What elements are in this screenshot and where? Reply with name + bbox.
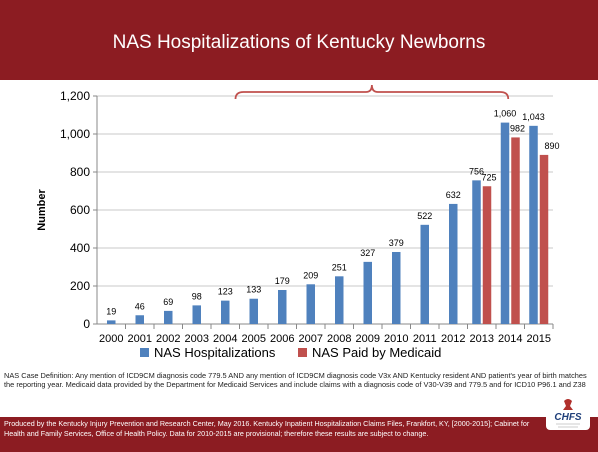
bar-nas-hospitalizations [221,300,230,324]
bar-nas-paid-by-medicaid [482,186,492,324]
data-label-nas-hospitalizations: 756 [469,166,484,176]
footer-bar [0,417,598,452]
data-label-nas-hospitalizations: 209 [303,270,318,280]
y-tick-label: 0 [83,317,90,331]
y-tick-label: 1,200 [60,89,90,103]
slide-title: NAS Hospitalizations of Kentucky Newborn… [112,32,486,53]
bar-nas-paid-by-medicaid [511,137,520,324]
data-label-nas-paid-by-medicaid: 982 [510,123,525,133]
x-tick-label: 2012 [441,333,465,345]
x-tick-label: 2003 [185,333,209,345]
x-tick-label: 2015 [527,333,551,345]
x-tick-label: 2004 [213,333,237,345]
chart-legend: NAS Hospitalizations NAS Paid by Medicaid [140,345,441,360]
bar-nas-hospitalizations [278,289,287,324]
logo-text: CHFS [554,412,582,423]
legend-swatch [298,348,307,357]
bar-nas-hospitalizations [449,203,458,324]
legend-swatch [140,348,149,357]
figures-icon [563,399,573,410]
y-tick-label: 400 [70,241,90,255]
legend-label: NAS Paid by Medicaid [312,345,441,360]
x-tick-label: 2001 [128,333,152,345]
x-tick-label: 2009 [356,333,380,345]
bar-nas-hospitalizations [500,122,510,324]
bar-nas-hospitalizations [249,298,258,324]
bar-nas-hospitalizations [135,315,144,324]
chart-labels: 19 46 69 98 123 133 179 209 251 327 379 522 632 75672… [106,109,559,317]
x-tick-label: 2010 [384,333,408,345]
y-tick-label: 200 [70,279,90,293]
x-tick-label: 2011 [413,333,437,345]
data-label-nas-hospitalizations: 379 [389,238,404,248]
data-label-nas-paid-by-medicaid: 890 [544,141,559,151]
data-label-nas-hospitalizations: 46 [135,301,145,311]
x-tick-label: 2013 [470,333,494,345]
y-axis-label: Number [36,189,48,231]
data-label-nas-hospitalizations: 179 [275,276,290,286]
bar-nas-hospitalizations [392,251,401,324]
x-tick-label: 2006 [270,333,294,345]
bar-nas-hospitalizations [472,180,481,324]
x-tick-label: 2002 [156,333,180,345]
x-tick-label: 2005 [242,333,266,345]
bar-nas-hospitalizations [529,125,538,324]
data-label-nas-hospitalizations: 1,043 [522,112,545,122]
data-label-nas-hospitalizations: 19 [106,306,116,316]
y-tick-label: 800 [70,165,90,179]
data-label-nas-hospitalizations: 1,060 [494,109,517,119]
title-bar [0,0,598,80]
footnote: NAS Case Definition: Any mention of ICD9… [4,371,587,390]
bar-nas-hospitalizations [107,320,116,324]
y-tick-label: 600 [70,203,90,217]
chfs-logo: CHFS [546,396,590,430]
data-label-nas-hospitalizations: 632 [446,190,461,200]
data-label-nas-hospitalizations: 133 [246,285,261,295]
bar-nas-hospitalizations [420,224,429,324]
chart: 0 200 400 600 800 1,000 1,200 Number 2000 2001 200… [36,84,560,360]
bar-nas-hospitalizations [363,261,372,324]
bar-nas-hospitalizations [192,305,201,324]
bar-nas-hospitalizations [164,310,173,324]
bracket-annotation [234,84,510,100]
x-tick-label: 2008 [327,333,351,345]
data-label-nas-hospitalizations: 69 [163,297,173,307]
y-tick-label: 1,000 [60,127,90,141]
bar-nas-paid-by-medicaid [539,154,549,324]
data-label-nas-hospitalizations: 123 [218,287,233,297]
x-tick-label: 2014 [498,333,522,345]
data-label-nas-hospitalizations: 522 [417,211,432,221]
x-tick-label: 2000 [99,333,123,345]
bar-nas-hospitalizations [335,276,344,324]
data-label-nas-hospitalizations: 327 [360,248,375,258]
data-label-nas-paid-by-medicaid: 725 [481,172,496,182]
x-tick-label: 2007 [299,333,323,345]
footer-text: Produced by the Kentucky Injury Preventi… [4,419,530,438]
bar-nas-hospitalizations [306,284,315,324]
data-label-nas-hospitalizations: 98 [192,291,202,301]
chart-bars [107,122,549,324]
legend-label: NAS Hospitalizations [154,345,276,360]
data-label-nas-hospitalizations: 251 [332,262,347,272]
